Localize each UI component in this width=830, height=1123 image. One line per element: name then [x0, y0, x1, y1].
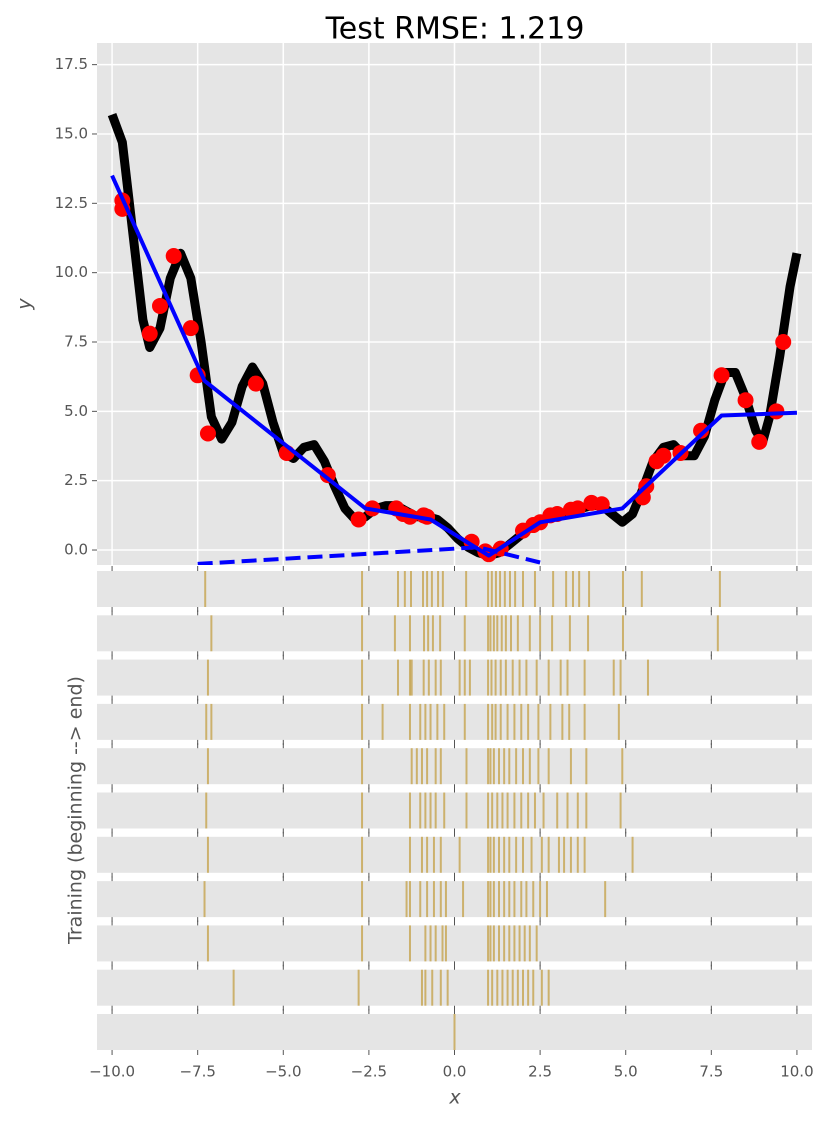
- rug-strip: [97, 792, 812, 829]
- x-tick-label: 2.5: [528, 1063, 552, 1081]
- y-tick-label: 10.0: [55, 263, 88, 281]
- rug-strip: [97, 615, 812, 652]
- y-tick-label: 7.5: [64, 332, 88, 350]
- x-tick-label: −10.0: [89, 1063, 135, 1081]
- rug-strip: [97, 748, 812, 785]
- x-tick-label: 10.0: [780, 1063, 813, 1081]
- x-tick-label: −7.5: [179, 1063, 215, 1081]
- scatter-point: [593, 496, 610, 513]
- scatter-point: [319, 467, 336, 484]
- rug-strip: [97, 969, 812, 1006]
- y-tick-label: 15.0: [55, 124, 88, 142]
- scatter-point: [247, 375, 264, 392]
- scatter-point: [350, 511, 367, 528]
- x-tick-label: −2.5: [351, 1063, 387, 1081]
- scatter-point: [182, 320, 199, 337]
- y-tick-label: 17.5: [55, 55, 88, 73]
- chart-title: Test RMSE: 1.219: [325, 12, 585, 47]
- rug-strip: [97, 659, 812, 696]
- scatter-point: [737, 392, 754, 409]
- rug-strip: [97, 925, 812, 962]
- scatter-point: [141, 325, 158, 342]
- scatter-point: [569, 500, 586, 517]
- scatter-point: [165, 248, 182, 265]
- line: [110, 174, 798, 558]
- rug-strip: [97, 881, 812, 918]
- y-tick-label: 2.5: [64, 471, 88, 489]
- x-axis-label: x: [448, 1087, 461, 1109]
- rug-strip: [97, 571, 812, 607]
- rug-strip: [97, 836, 812, 873]
- scatter-point: [775, 333, 792, 350]
- line: [107, 112, 802, 561]
- x-tick-label: 7.5: [699, 1063, 723, 1081]
- scatter-point: [693, 422, 710, 439]
- rug-strip: [97, 703, 812, 740]
- x-tick-label: 5.0: [614, 1063, 638, 1081]
- scatter-point: [751, 433, 768, 450]
- scatter-point: [655, 447, 672, 464]
- x-tick-label: 0.0: [443, 1063, 467, 1081]
- scatter-point: [713, 367, 730, 384]
- y-tick-label: 0.0: [64, 541, 88, 559]
- y-axis-label: Training (beginning --> end): [65, 676, 87, 945]
- top-plot: [97, 43, 812, 565]
- y-tick-label: 5.0: [64, 402, 88, 420]
- x-tick-label: −5.0: [265, 1063, 301, 1081]
- dashed-line: [197, 545, 541, 565]
- y-axis-label: y: [14, 298, 36, 311]
- scatter-point: [152, 297, 169, 314]
- scatter-point: [199, 425, 216, 442]
- y-tick-label: 12.5: [55, 194, 88, 212]
